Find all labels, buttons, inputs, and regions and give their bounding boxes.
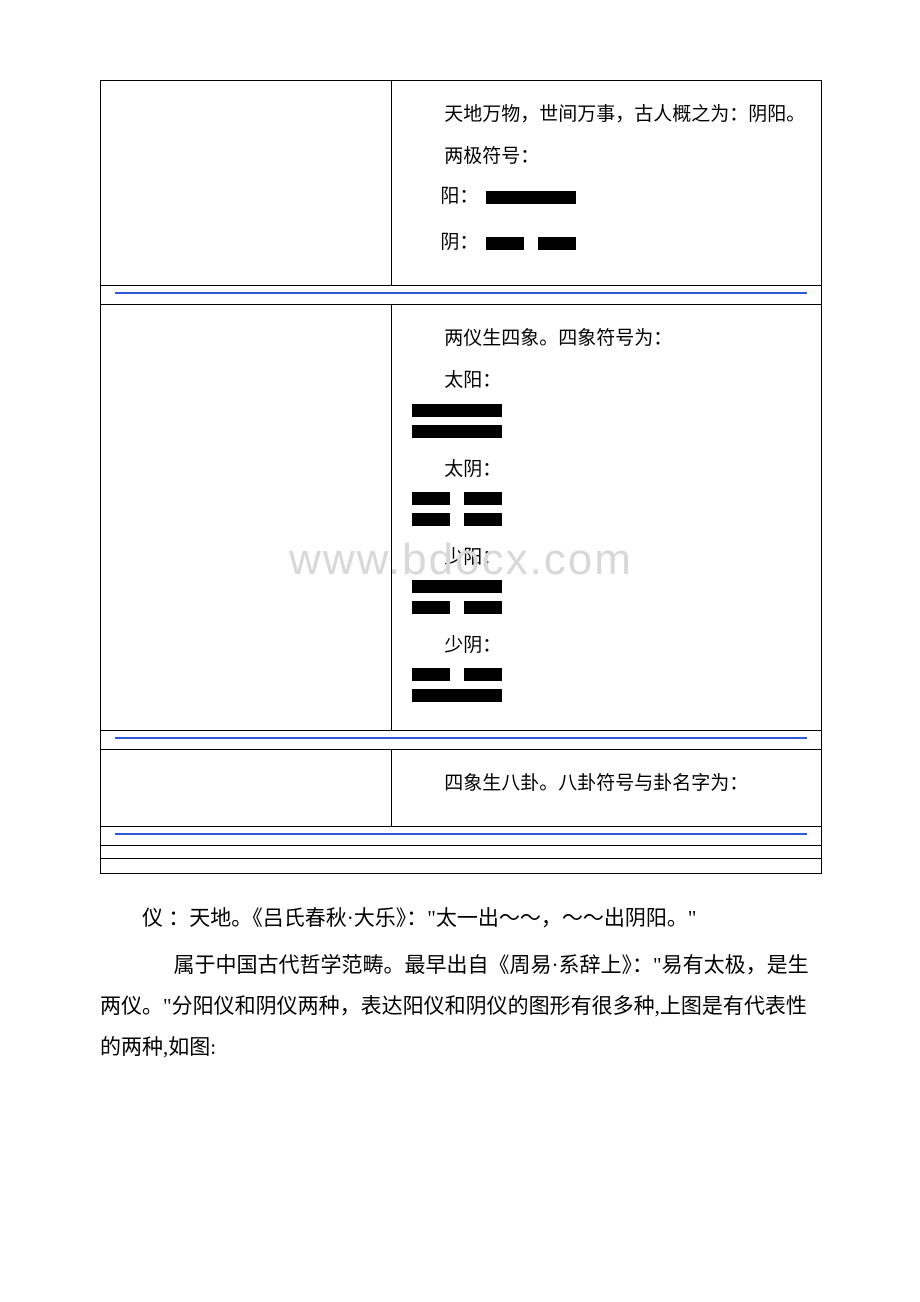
shaoyang-symbol <box>406 580 807 614</box>
body-p2: 属于中国古代哲学范畴。最早出自《周易·系辞上》："易有太极，是生两仪。"分阳仪和… <box>100 945 820 1068</box>
taiyang-label: 太阳： <box>406 363 807 399</box>
separator-2 <box>101 731 821 750</box>
shaoyang-label: 少阳： <box>406 540 807 576</box>
shaoyin-symbol <box>406 668 807 702</box>
row-sixiang-left <box>101 305 392 729</box>
taiyin-symbol <box>406 492 807 526</box>
taiyin-line-2 <box>412 513 502 526</box>
yang-line-symbol <box>486 191 576 204</box>
blue-rule-1 <box>115 292 807 294</box>
row-sixiang-right: 两仪生四象。四象符号为： 太阳： 太阴： 少阳： 少阴： <box>392 305 821 729</box>
taiyang-line-1 <box>412 404 502 417</box>
shaoyang-line-2 <box>412 601 502 614</box>
yang-label: 阳： <box>440 179 478 215</box>
sixiang-intro: 两仪生四象。四象符号为： <box>406 321 807 357</box>
yin-line-symbol <box>486 237 576 250</box>
shaoyin-line-2 <box>412 689 502 702</box>
body-p1: 仪 ：天地。《吕氏春秋·大乐》："太一出～～，～～出阴阳。" <box>100 898 820 939</box>
blue-rule-3 <box>115 833 807 835</box>
body-paragraphs: 仪 ：天地。《吕氏春秋·大乐》："太一出～～，～～出阴阳。" 属于中国古代哲学范… <box>100 898 820 1068</box>
separator-1 <box>101 286 821 305</box>
shaoyang-line-1 <box>412 580 502 593</box>
taiyang-line-2 <box>412 425 502 438</box>
row-liangji: 天地万物，世间万事，古人概之为：阴阳。 两极符号： 阳： 阴： <box>101 81 821 286</box>
row-liangji-left <box>101 81 392 285</box>
row-sixiang: 两仪生四象。四象符号为： 太阳： 太阴： 少阳： 少阴： <box>101 305 821 730</box>
row-bagua-right: 四象生八卦。八卦符号与卦名字为： <box>392 750 821 826</box>
yin-label: 阴： <box>440 225 478 261</box>
separator-3 <box>101 827 821 846</box>
thin-row-2 <box>101 859 821 873</box>
row-liangji-right: 天地万物，世间万事，古人概之为：阴阳。 两极符号： 阳： 阴： <box>392 81 821 285</box>
main-table: 天地万物，世间万事，古人概之为：阴阳。 两极符号： 阳： 阴： 两仪生四象。四象… <box>100 80 822 874</box>
yang-row: 阳： <box>406 179 807 215</box>
row-bagua: 四象生八卦。八卦符号与卦名字为： <box>101 750 821 827</box>
liangji-intro: 天地万物，世间万事，古人概之为：阴阳。 <box>406 97 807 133</box>
liangji-heading: 两极符号： <box>406 139 807 175</box>
shaoyin-label: 少阴： <box>406 628 807 664</box>
yin-row: 阴： <box>406 225 807 261</box>
taiyin-label: 太阴： <box>406 452 807 488</box>
taiyin-line-1 <box>412 492 502 505</box>
blue-rule-2 <box>115 737 807 739</box>
bagua-intro: 四象生八卦。八卦符号与卦名字为： <box>406 766 807 802</box>
shaoyin-line-1 <box>412 668 502 681</box>
row-bagua-left <box>101 750 392 826</box>
taiyang-symbol <box>406 404 807 438</box>
thin-row-1 <box>101 846 821 859</box>
